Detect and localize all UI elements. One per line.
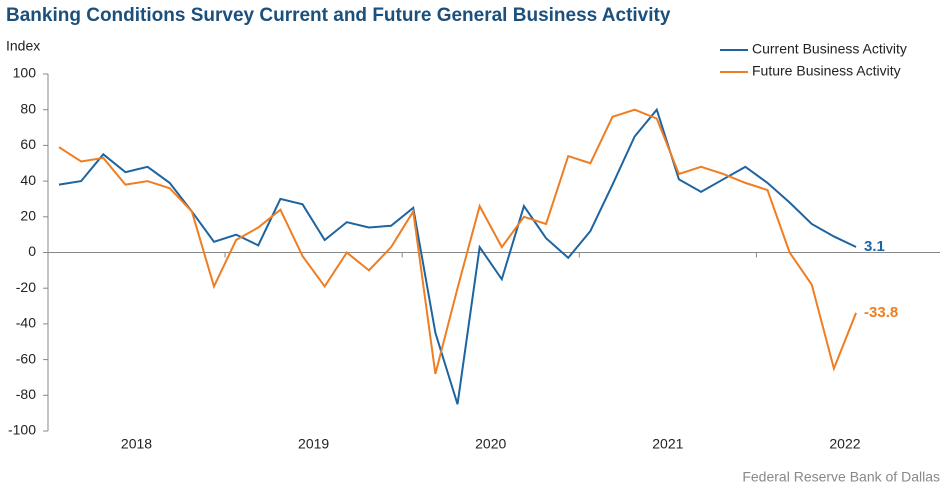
source: Federal Reserve Bank of Dallas (742, 469, 940, 485)
y-tick-label: 20 (20, 208, 36, 224)
y-tick-label: -20 (16, 279, 36, 295)
line-series (58, 107, 857, 405)
y-tick-label: -40 (16, 315, 36, 331)
y-axis-label: Index (6, 38, 40, 54)
x-tick-label: 2019 (298, 436, 329, 452)
value-label: -33.8 (864, 304, 898, 321)
legend-label: Current Business Activity (752, 41, 907, 57)
x-tick-label: 2020 (475, 436, 506, 452)
y-tick-label: 0 (28, 243, 36, 259)
y-tick-label: 80 (20, 100, 36, 116)
y-tick-label: -100 (8, 422, 36, 438)
chart-title: Banking Conditions Survey Current and Fu… (6, 5, 671, 26)
y-tick-label: -60 (16, 350, 36, 366)
y-tick-label: -80 (16, 386, 36, 402)
y-tick-label: 40 (20, 172, 36, 188)
legend-label: Future Business Activity (752, 63, 901, 79)
y-tick-label: 100 (13, 65, 37, 81)
value-label: 3.1 (864, 238, 885, 255)
x-tick-label: 2018 (121, 436, 152, 452)
line-series (58, 108, 857, 375)
x-tick-label: 2021 (652, 436, 683, 452)
x-tick-label: 2022 (829, 436, 860, 452)
y-tick-label: 60 (20, 136, 36, 152)
